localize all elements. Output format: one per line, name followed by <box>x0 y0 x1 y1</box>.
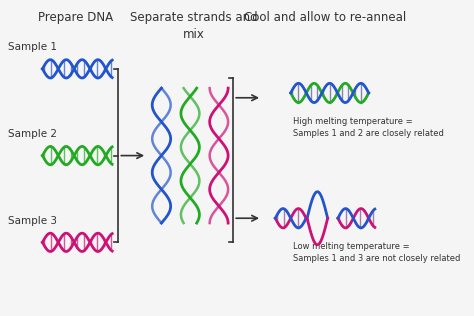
Text: Cool and allow to re-anneal: Cool and allow to re-anneal <box>245 11 407 24</box>
Text: High melting temperature =
Samples 1 and 2 are closely related: High melting temperature = Samples 1 and… <box>293 117 444 138</box>
Text: Sample 2: Sample 2 <box>8 129 56 139</box>
Text: Separate strands and
mix: Separate strands and mix <box>130 11 258 41</box>
Text: Prepare DNA: Prepare DNA <box>38 11 113 24</box>
Text: Sample 1: Sample 1 <box>8 42 56 52</box>
Text: Low melting temperature =
Samples 1 and 3 are not closely related: Low melting temperature = Samples 1 and … <box>293 242 460 263</box>
Text: Sample 3: Sample 3 <box>8 216 56 226</box>
